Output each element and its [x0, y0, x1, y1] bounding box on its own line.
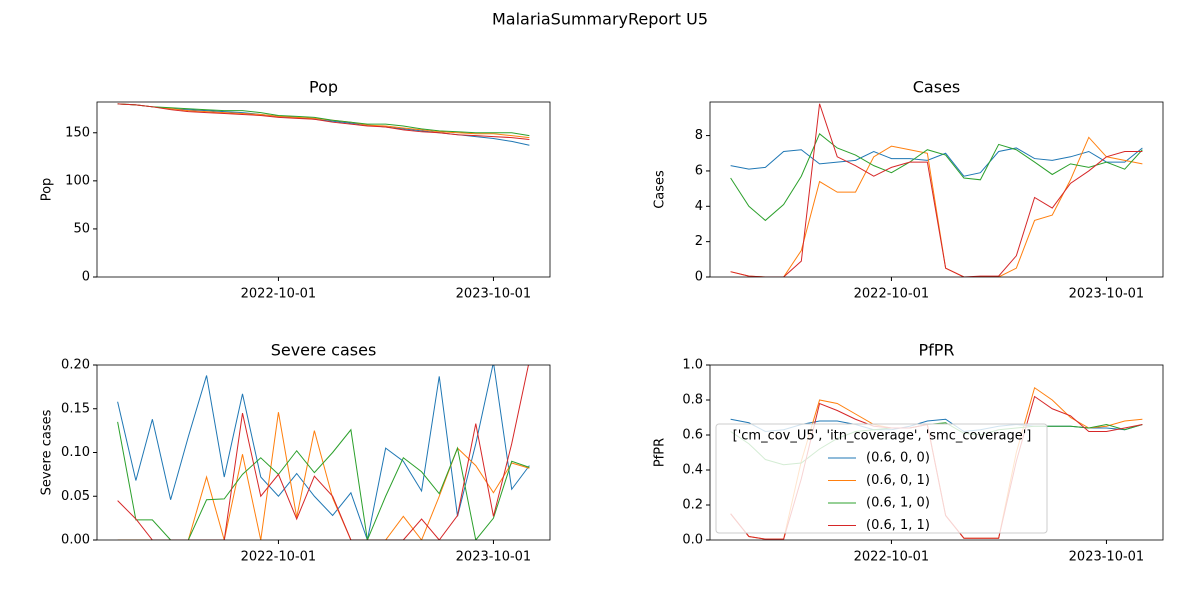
plot-area	[730, 103, 1143, 277]
legend-label: (0.6, 0, 0)	[866, 451, 930, 466]
y-tick-label: 0.8	[682, 393, 703, 408]
legend-label: (0.6, 0, 1)	[866, 473, 930, 488]
axes-frame	[709, 101, 1164, 278]
subplot-title: Cases	[913, 78, 961, 97]
axes-frame	[709, 364, 1164, 541]
series-line	[730, 103, 1143, 277]
series-line	[117, 103, 530, 137]
x-tick-label: 2023-10-01	[456, 550, 532, 565]
x-tick-label: 2022-10-01	[854, 287, 930, 302]
y-tick-label: 0.0	[682, 533, 703, 548]
subplot-title: PfPR	[918, 341, 954, 360]
y-axis-label: Severe cases	[40, 409, 55, 495]
x-tick-label: 2023-10-01	[456, 287, 532, 302]
y-tick-label: 0.2	[682, 498, 703, 513]
y-tick-label: 0.4	[682, 463, 703, 478]
y-tick-label: 50	[73, 221, 90, 236]
x-tick-label: 2022-10-01	[241, 287, 317, 302]
y-tick-label: 0.6	[682, 428, 703, 443]
y-tick-label: 0.15	[61, 401, 90, 416]
y-tick-label: 100	[65, 173, 90, 188]
x-tick-label: 2023-10-01	[1069, 287, 1145, 302]
y-tick-label: 0	[82, 270, 90, 285]
x-tick-label: 2023-10-01	[1069, 550, 1145, 565]
x-tick-label: 2022-10-01	[241, 550, 317, 565]
y-tick-label: 1.0	[682, 358, 703, 373]
plot-area	[117, 103, 530, 146]
series-line	[117, 421, 530, 540]
axes-frame	[96, 101, 551, 278]
series-line	[117, 103, 530, 140]
plot-area	[117, 365, 530, 540]
axes-frame	[96, 364, 551, 541]
series-line	[730, 133, 1143, 222]
y-tick-label: 0.10	[61, 445, 90, 460]
legend-title: ['cm_cov_U5', 'itn_coverage', 'smc_cover…	[733, 429, 1032, 444]
y-tick-label: 2	[695, 234, 703, 249]
legend-box	[715, 423, 1048, 534]
y-tick-label: 150	[65, 125, 90, 140]
series-line	[730, 136, 1143, 277]
figure-title: MalariaSummaryReport U5	[492, 10, 708, 29]
y-axis-label: PfPR	[653, 438, 668, 467]
series-line	[117, 365, 529, 540]
y-tick-label: 4	[695, 199, 703, 214]
y-axis-label: Pop	[40, 178, 55, 202]
x-tick-label: 2022-10-01	[854, 550, 930, 565]
y-tick-label: 0.00	[61, 533, 90, 548]
series-line	[117, 365, 530, 540]
y-tick-label: 0.05	[61, 489, 90, 504]
subplot-title: Pop	[309, 78, 338, 97]
series-line	[117, 412, 530, 540]
y-tick-label: 8	[695, 128, 703, 143]
legend-label: (0.6, 1, 1)	[866, 518, 930, 533]
series-line	[730, 147, 1143, 177]
y-axis-label: Cases	[653, 170, 668, 209]
legend-label: (0.6, 1, 0)	[866, 496, 930, 511]
y-tick-label: 0	[695, 270, 703, 285]
subplot-title: Severe cases	[271, 341, 377, 360]
y-tick-label: 0.20	[61, 358, 90, 373]
y-tick-label: 6	[695, 163, 703, 178]
